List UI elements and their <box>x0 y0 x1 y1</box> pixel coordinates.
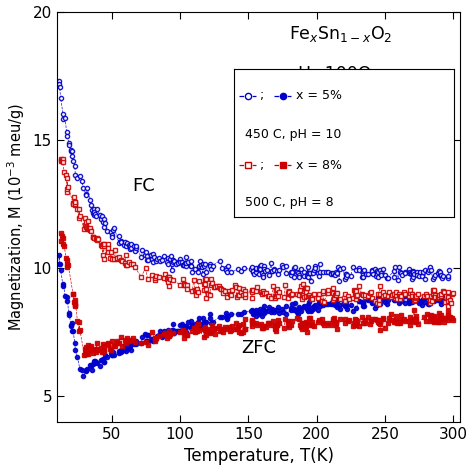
Text: ZFC: ZFC <box>241 339 276 357</box>
Text: Fe$_x$Sn$_{1-x}$O$_2$: Fe$_x$Sn$_{1-x}$O$_2$ <box>289 24 392 44</box>
Text: FC: FC <box>132 177 155 195</box>
Text: H=100Oe: H=100Oe <box>297 65 382 83</box>
Y-axis label: Magnetization, M (10$^{-3}$ meu/g): Magnetization, M (10$^{-3}$ meu/g) <box>6 103 27 331</box>
X-axis label: Temperature, T(K): Temperature, T(K) <box>183 447 334 465</box>
